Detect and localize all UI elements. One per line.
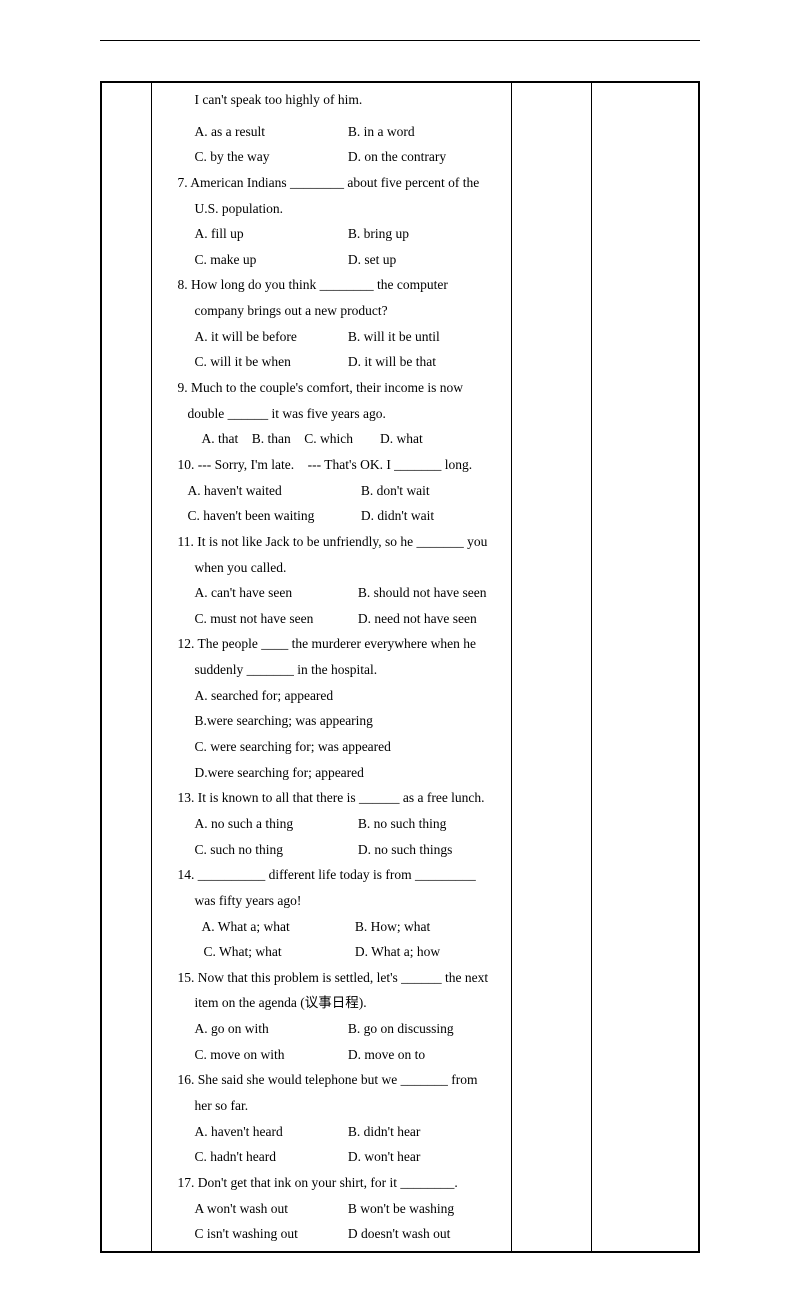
col-1 [101, 82, 151, 1252]
option: A. go on with [195, 1016, 345, 1042]
option: C isn't washing out [195, 1221, 345, 1247]
option: B. bring up [348, 226, 409, 241]
option: A. What a; what [202, 914, 352, 940]
question-15-cont: item on the agenda (议事日程). [162, 990, 501, 1016]
option: B. go on discussing [348, 1021, 454, 1036]
options-row: C. by the way D. on the contrary [162, 144, 501, 170]
option: A. haven't waited [188, 478, 358, 504]
question-15: 15. Now that this problem is settled, le… [162, 965, 501, 991]
options-row: A. as a result B. in a word [162, 119, 501, 145]
worksheet-table: I can't speak too highly of him. A. as a… [100, 81, 700, 1253]
options-row: A. can't have seen B. should not have se… [162, 580, 501, 606]
option: D. no such things [358, 842, 453, 857]
options-row: C. must not have seen D. need not have s… [162, 606, 501, 632]
option: C. by the way [195, 144, 345, 170]
option: B. don't wait [361, 483, 430, 498]
options-row: C. move on with D. move on to [162, 1042, 501, 1068]
option: C. will it be when [195, 349, 345, 375]
option: C. such no thing [195, 837, 355, 863]
options-row: C. such no thing D. no such things [162, 837, 501, 863]
options-row: A. What a; what B. How; what [162, 914, 501, 940]
question-10: 10. --- Sorry, I'm late. --- That's OK. … [162, 452, 501, 478]
option: A. searched for; appeared [162, 683, 501, 709]
option: D doesn't wash out [348, 1226, 451, 1241]
option: D. won't hear [348, 1149, 421, 1164]
option: C. haven't been waiting [188, 503, 358, 529]
question-7-cont: U.S. population. [162, 196, 501, 222]
col-3 [511, 82, 591, 1252]
question-9-cont: double ______ it was five years ago. [162, 401, 501, 427]
option: B. will it be until [348, 329, 440, 344]
options-row: C. make up D. set up [162, 247, 501, 273]
option: C. make up [195, 247, 345, 273]
option: C. What; what [204, 939, 352, 965]
option: A. as a result [195, 119, 345, 145]
question-14-cont: was fifty years ago! [162, 888, 501, 914]
option: C. were searching for; was appeared [162, 734, 501, 760]
document-page: I can't speak too highly of him. A. as a… [0, 0, 800, 1293]
question-8-cont: company brings out a new product? [162, 298, 501, 324]
options-row: A. that B. than C. which D. what [162, 426, 501, 452]
option: B. no such thing [358, 816, 447, 831]
question-9: 9. Much to the couple's comfort, their i… [162, 375, 501, 401]
question-16: 16. She said she would telephone but we … [162, 1067, 501, 1093]
option: D. didn't wait [361, 508, 434, 523]
option: C. move on with [195, 1042, 345, 1068]
option: D. move on to [348, 1047, 425, 1062]
option: D. set up [348, 252, 396, 267]
option: A. fill up [195, 221, 345, 247]
question-13: 13. It is known to all that there is ___… [162, 785, 501, 811]
option: B.were searching; was appearing [162, 708, 501, 734]
option: C. must not have seen [195, 606, 355, 632]
option: C. hadn't heard [195, 1144, 345, 1170]
option: B. in a word [348, 124, 415, 139]
options-row: C isn't washing out D doesn't wash out [162, 1221, 501, 1247]
option: B. should not have seen [358, 585, 487, 600]
question-17: 17. Don't get that ink on your shirt, fo… [162, 1170, 501, 1196]
options-row: A. no such a thing B. no such thing [162, 811, 501, 837]
option: A. haven't heard [195, 1119, 345, 1145]
option: A. can't have seen [195, 580, 355, 606]
option: D. What a; how [355, 944, 440, 959]
table-row: I can't speak too highly of him. A. as a… [101, 82, 699, 1252]
option: D. it will be that [348, 354, 436, 369]
top-rule [100, 40, 700, 41]
options-row: C. haven't been waiting D. didn't wait [162, 503, 501, 529]
option: A. it will be before [195, 324, 345, 350]
options-row: A. haven't heard B. didn't hear [162, 1119, 501, 1145]
question-8: 8. How long do you think ________ the co… [162, 272, 501, 298]
question-14: 14. __________ different life today is f… [162, 862, 501, 888]
options-row: A. it will be before B. will it be until [162, 324, 501, 350]
options-row: C. will it be when D. it will be that [162, 349, 501, 375]
option: A won't wash out [195, 1196, 345, 1222]
option: D. need not have seen [358, 611, 477, 626]
question-11: 11. It is not like Jack to be unfriendly… [162, 529, 501, 555]
option: A. no such a thing [195, 811, 355, 837]
question-12: 12. The people ____ the murderer everywh… [162, 631, 501, 657]
options-row: C. What; what D. What a; how [162, 939, 501, 965]
options-row: C. hadn't heard D. won't hear [162, 1144, 501, 1170]
options-row: A. fill up B. bring up [162, 221, 501, 247]
question-12-cont: suddenly _______ in the hospital. [162, 657, 501, 683]
options-row: A. go on with B. go on discussing [162, 1016, 501, 1042]
option: D. on the contrary [348, 149, 446, 164]
question-intro: I can't speak too highly of him. [162, 87, 501, 113]
col-4 [591, 82, 699, 1252]
question-11-cont: when you called. [162, 555, 501, 581]
question-16-cont: her so far. [162, 1093, 501, 1119]
questions-cell: I can't speak too highly of him. A. as a… [151, 82, 511, 1252]
option: B. didn't hear [348, 1124, 421, 1139]
option: D.were searching for; appeared [162, 760, 501, 786]
options-row: A won't wash out B won't be washing [162, 1196, 501, 1222]
option: B. How; what [355, 919, 430, 934]
option: B won't be washing [348, 1201, 454, 1216]
question-7: 7. American Indians ________ about five … [162, 170, 501, 196]
options-row: A. haven't waited B. don't wait [162, 478, 501, 504]
